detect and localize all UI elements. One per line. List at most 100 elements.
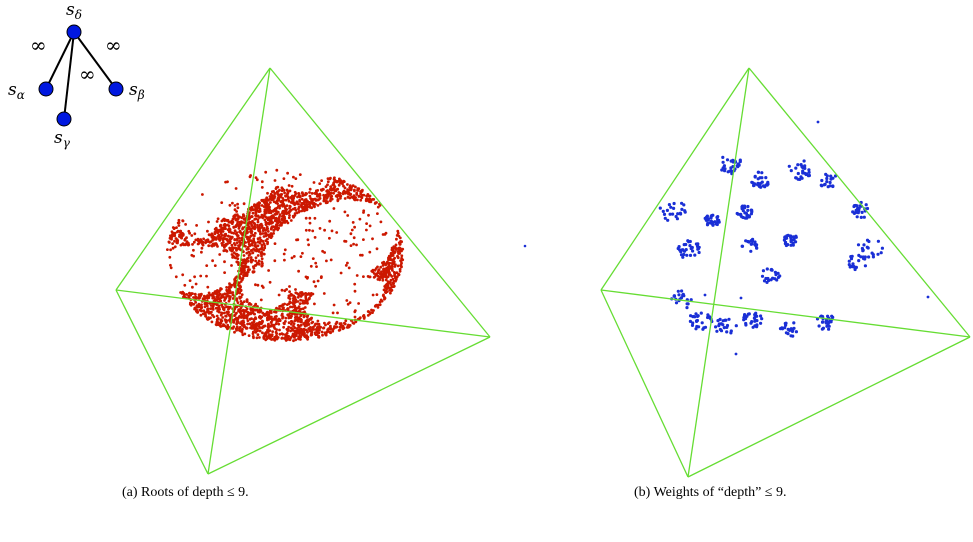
- root-point: [192, 254, 196, 258]
- diagram-node-gamma: [56, 111, 72, 127]
- weight-point: [747, 240, 751, 244]
- simplex-edge: [600, 289, 971, 338]
- root-point: [320, 189, 324, 192]
- root-point: [394, 243, 398, 247]
- root-point: [240, 293, 244, 296]
- root-point: [290, 184, 294, 188]
- weight-point: [685, 306, 689, 310]
- root-point: [297, 269, 300, 273]
- root-point: [242, 202, 246, 206]
- root-point: [329, 324, 332, 328]
- weight-point: [672, 206, 676, 210]
- root-point: [219, 223, 223, 227]
- root-point: [380, 299, 384, 303]
- root-point: [306, 314, 309, 318]
- root-point: [352, 322, 356, 325]
- weight-point: [715, 329, 719, 333]
- root-point: [353, 315, 357, 319]
- root-point: [254, 212, 258, 215]
- root-point: [218, 324, 222, 327]
- root-point: [248, 322, 252, 326]
- root-point: [231, 297, 235, 300]
- root-point: [193, 306, 197, 310]
- simplex-wireframe: [600, 67, 971, 478]
- root-point: [273, 192, 277, 195]
- root-point: [266, 230, 270, 233]
- root-point: [300, 191, 304, 195]
- root-point: [220, 242, 224, 245]
- root-point: [206, 294, 210, 297]
- weight-point: [717, 218, 721, 222]
- root-point: [206, 309, 209, 313]
- root-point: [214, 242, 218, 245]
- root-point: [338, 192, 342, 196]
- root-point: [270, 333, 274, 337]
- weight-point: [861, 256, 866, 261]
- root-point: [260, 246, 264, 249]
- root-point: [214, 306, 218, 310]
- root-point: [384, 262, 387, 266]
- root-point: [285, 208, 288, 211]
- root-point: [310, 192, 314, 195]
- root-point: [300, 318, 303, 322]
- root-point: [273, 310, 276, 314]
- root-point: [248, 252, 252, 256]
- root-point: [299, 255, 303, 258]
- root-point: [303, 203, 307, 207]
- root-point: [325, 259, 328, 263]
- root-point: [276, 318, 280, 322]
- root-point: [266, 191, 269, 195]
- root-point: [344, 319, 348, 323]
- root-point: [263, 244, 267, 248]
- root-point: [175, 238, 179, 242]
- root-point: [291, 301, 294, 305]
- root-point: [285, 219, 289, 223]
- root-point: [168, 241, 171, 244]
- weight-point: [658, 206, 662, 210]
- root-point: [231, 291, 235, 294]
- root-point: [224, 244, 228, 247]
- root-point: [253, 222, 257, 226]
- weight-point: [824, 172, 828, 176]
- root-point: [234, 187, 238, 190]
- weight-point: [804, 172, 809, 176]
- root-point: [289, 326, 293, 330]
- root-point: [303, 331, 306, 335]
- root-point: [274, 322, 278, 326]
- root-point: [234, 247, 238, 251]
- root-point: [272, 325, 276, 329]
- root-point: [254, 176, 258, 180]
- root-point: [257, 204, 261, 208]
- root-point: [236, 320, 240, 324]
- root-point: [225, 295, 229, 298]
- root-point: [250, 223, 253, 227]
- root-point: [399, 265, 403, 268]
- root-point: [273, 226, 277, 230]
- root-point: [282, 203, 285, 207]
- root-point: [286, 328, 290, 331]
- root-point: [375, 293, 379, 296]
- root-point: [238, 223, 242, 227]
- root-point: [379, 220, 383, 224]
- root-point: [236, 202, 240, 206]
- root-point: [194, 238, 198, 242]
- root-point: [366, 193, 370, 196]
- root-point: [179, 243, 183, 247]
- root-point: [195, 309, 198, 313]
- weight-point: [697, 250, 701, 255]
- root-point: [284, 194, 287, 198]
- root-point: [278, 188, 281, 192]
- weight-point: [695, 314, 700, 318]
- root-point: [308, 187, 312, 191]
- root-point: [206, 285, 210, 289]
- root-point: [231, 201, 234, 205]
- root-point: [222, 236, 226, 240]
- root-point: [288, 301, 292, 305]
- root-point: [283, 248, 287, 252]
- root-point: [190, 234, 194, 237]
- root-point: [197, 302, 201, 306]
- root-point: [248, 175, 252, 179]
- root-point: [286, 190, 290, 194]
- root-point: [384, 283, 388, 287]
- root-point: [297, 202, 300, 206]
